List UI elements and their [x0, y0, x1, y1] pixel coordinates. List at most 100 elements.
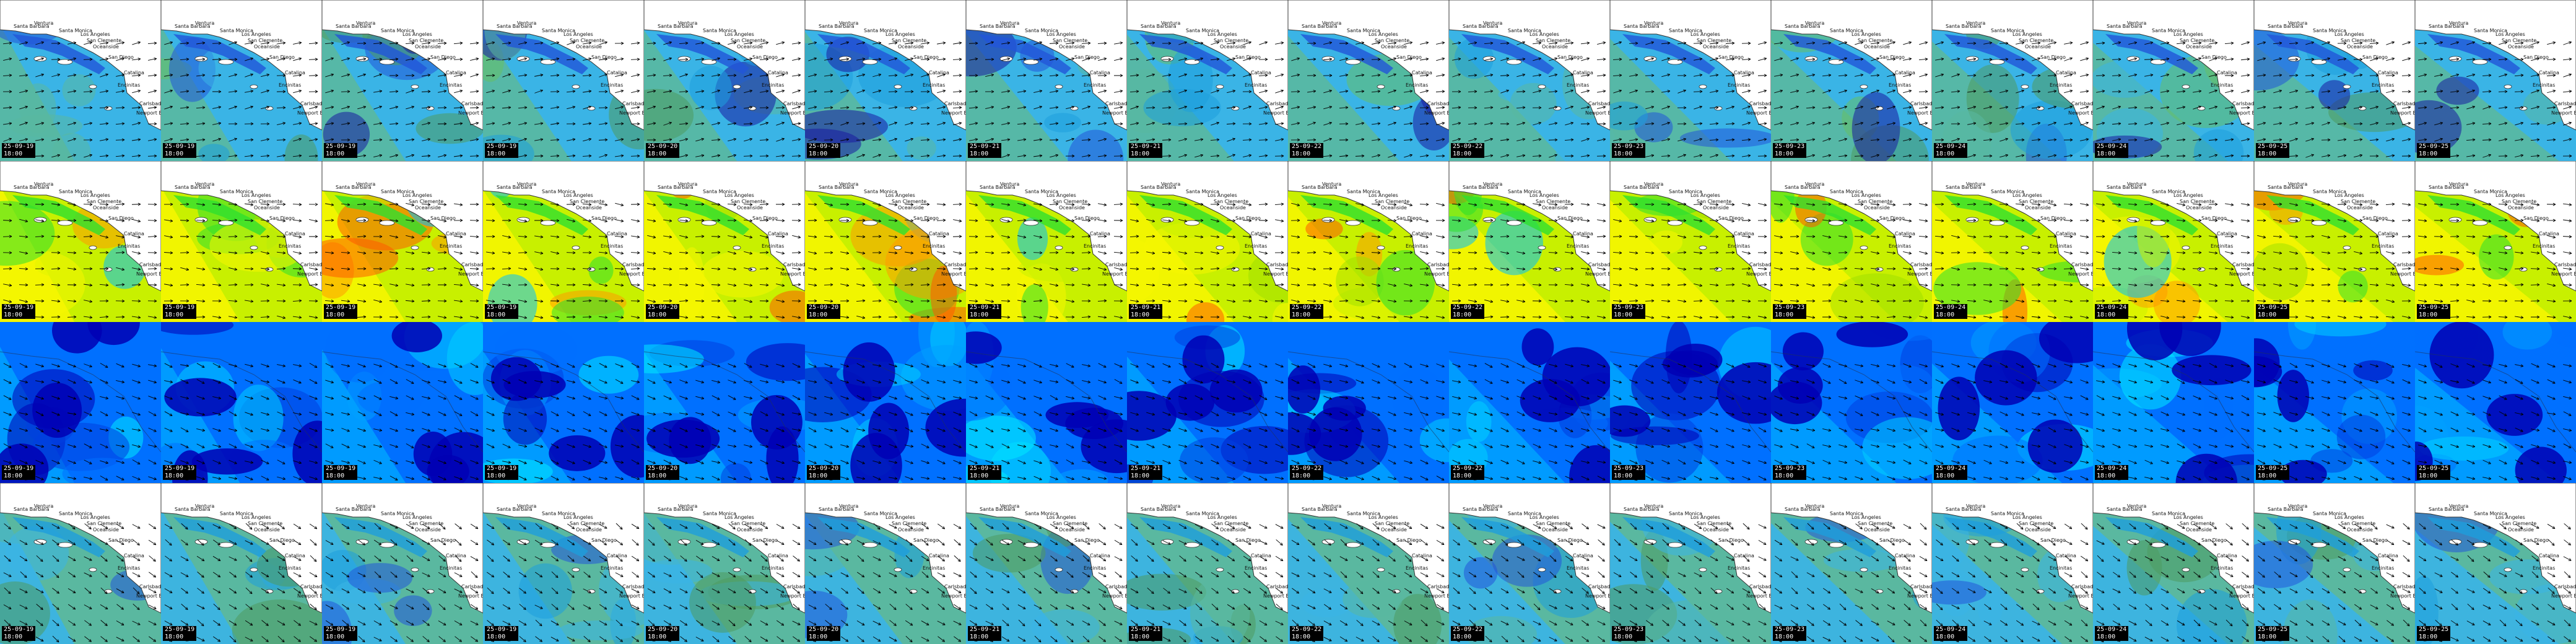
map-tile-wind[interactable]: Santa Barbara Ventura Santa Monica Los Ange…	[161, 0, 322, 161]
direction-arrow	[1774, 427, 1783, 432]
place-label: Encinitas	[440, 565, 462, 571]
direction-arrow	[1516, 219, 1526, 222]
direction-arrow	[1935, 379, 1944, 384]
direction-arrow	[1516, 154, 1526, 157]
direction-arrow	[1596, 58, 1606, 61]
direction-arrow	[2370, 428, 2378, 432]
direction-arrow	[261, 380, 270, 384]
map-tile-swell[interactable]: Santa Barbara Ventura Santa Monica Los Ange…	[161, 483, 322, 644]
map-tile-height[interactable]: 25-09-24 18:00	[2093, 322, 2254, 483]
map-tile-wind[interactable]: Santa Barbara Ventura Santa Monica Los Ange…	[483, 0, 644, 161]
map-tile-wind[interactable]: Santa Barbara Ventura Santa Monica Los Ange…	[1610, 0, 1771, 161]
map-tile-wind[interactable]: Santa Barbara Ventura Santa Monica Los Ange…	[2254, 0, 2415, 161]
map-tile-swell[interactable]: Santa Barbara Ventura Santa Monica Los Ange…	[805, 483, 966, 644]
map-tile-wind[interactable]: Santa Barbara Ventura Santa Monica Los Ange…	[644, 0, 805, 161]
map-tile-wind[interactable]: Santa Barbara Ventura Santa Monica Los Ange…	[0, 0, 161, 161]
map-tile-period[interactable]: Santa Barbara Ventura Santa Monica Los Ange…	[644, 161, 805, 322]
map-tile-height[interactable]: 25-09-25 18:00	[2254, 322, 2415, 483]
direction-arrow	[1097, 299, 1107, 303]
place-label: Oceanside	[2347, 44, 2373, 50]
map-tile-swell[interactable]: Santa Barbara Ventura Santa Monica Los Ange…	[483, 483, 644, 644]
map-tile-period[interactable]: Santa Barbara Ventura Santa Monica Los Ange…	[805, 161, 966, 322]
direction-arrow	[1275, 138, 1284, 141]
direction-arrow	[744, 380, 753, 384]
direction-arrow	[1903, 476, 1912, 481]
map-tile-period[interactable]: Santa Barbara Ventura Santa Monica Los Ange…	[161, 161, 322, 322]
map-tile-height[interactable]: 25-09-23 18:00	[1610, 322, 1771, 483]
place-label: Santa Monica	[2152, 189, 2185, 194]
direction-arrow	[599, 636, 607, 642]
map-tile-period[interactable]: Santa Barbara Ventura Santa Monica Los Ange…	[2093, 161, 2254, 322]
direction-arrow	[115, 315, 125, 319]
direction-arrow	[1500, 89, 1509, 94]
map-tile-wind[interactable]: Santa Barbara Ventura Santa Monica Los Ange…	[2415, 0, 2576, 161]
map-tile-period[interactable]: Santa Barbara Ventura Santa Monica Los Ange…	[1610, 161, 1771, 322]
map-tile-height[interactable]: 25-09-20 18:00	[805, 322, 966, 483]
map-tile-height[interactable]: 25-09-19 18:00	[161, 322, 322, 483]
direction-arrow	[615, 73, 624, 77]
place-label: Newport Bch	[2390, 110, 2415, 116]
map-tile-height[interactable]: 25-09-22 18:00	[1288, 322, 1449, 483]
map-tile-height[interactable]: 25-09-24 18:00	[1932, 322, 2093, 483]
map-tile-wind[interactable]: Santa Barbara Ventura Santa Monica Los Ange…	[2093, 0, 2254, 161]
map-tile-wind[interactable]: Santa Barbara Ventura Santa Monica Los Ange…	[1449, 0, 1610, 161]
map-tile-wind[interactable]: Santa Barbara Ventura Santa Monica Los Ange…	[1932, 0, 2093, 161]
map-tile-height[interactable]: 25-09-19 18:00	[483, 322, 644, 483]
direction-arrow	[2177, 476, 2185, 481]
map-tile-height[interactable]: 25-09-21 18:00	[966, 322, 1127, 483]
map-tile-period[interactable]: Santa Barbara Ventura Santa Monica Los Ange…	[1127, 161, 1288, 322]
direction-arrow	[2096, 251, 2105, 255]
direction-arrow	[1290, 41, 1300, 45]
direction-arrow	[1532, 299, 1542, 303]
map-tile-height[interactable]: 25-09-19 18:00	[322, 322, 483, 483]
direction-arrow	[2160, 315, 2170, 320]
map-tile-period[interactable]: Santa Barbara Ventura Santa Monica Los Ange…	[966, 161, 1127, 322]
direction-arrow	[406, 555, 414, 562]
map-tile-swell[interactable]: Santa Barbara Ventura Santa Monica Los Ange…	[322, 483, 483, 644]
direction-arrow	[2386, 427, 2395, 432]
direction-arrow	[743, 154, 753, 158]
direction-arrow	[406, 572, 414, 577]
map-tile-height[interactable]: 25-09-20 18:00	[644, 322, 805, 483]
place-label: Santa Monica	[1025, 189, 1058, 194]
map-tile-height[interactable]: 25-09-25 18:00	[2415, 322, 2576, 483]
map-tile-period[interactable]: Santa Barbara Ventura Santa Monica Los Ange…	[1449, 161, 1610, 322]
map-tile-height[interactable]: 25-09-21 18:00	[1127, 322, 1288, 483]
map-tile-swell[interactable]: Santa Barbara Ventura Santa Monica Los Ange…	[644, 483, 805, 644]
direction-arrow	[1339, 74, 1349, 77]
direction-arrow	[2193, 380, 2202, 384]
direction-arrow	[1468, 412, 1477, 416]
map-tile-period[interactable]: Santa Barbara Ventura Santa Monica Los Ange…	[1771, 161, 1932, 322]
map-tile-wind[interactable]: Santa Barbara Ventura Santa Monica Los Ange…	[1288, 0, 1449, 161]
direction-arrow	[1516, 363, 1525, 368]
direction-arrow	[1999, 235, 2009, 238]
direction-arrow	[406, 284, 415, 287]
map-tile-period[interactable]: Santa Barbara Ventura Santa Monica Los Ange…	[2415, 161, 2576, 322]
direction-arrow	[1162, 138, 1172, 142]
map-tile-height[interactable]: 25-09-19 18:00	[0, 322, 161, 483]
map-tile-period[interactable]: Santa Barbara Ventura Santa Monica Los Ange…	[322, 161, 483, 322]
direction-arrow	[180, 138, 189, 142]
place-label: Santa Monica	[1669, 189, 1702, 194]
direction-arrow	[35, 219, 45, 222]
map-tile-period[interactable]: Santa Barbara Ventura Santa Monica Los Ange…	[1288, 161, 1449, 322]
direction-arrow	[582, 154, 592, 158]
map-tile-swell[interactable]: Santa Barbara Ventura Santa Monica Los Ange…	[0, 483, 161, 644]
direction-arrow	[2193, 412, 2201, 416]
map-tile-wind[interactable]: Santa Barbara Ventura Santa Monica Los Ange…	[966, 0, 1127, 161]
map-tile-period[interactable]: Santa Barbara Ventura Santa Monica Los Ange…	[483, 161, 644, 322]
forecast-time: 18:00	[487, 150, 506, 157]
direction-arrow	[52, 571, 59, 578]
map-tile-wind[interactable]: Santa Barbara Ventura Santa Monica Los Ange…	[805, 0, 966, 161]
map-tile-height[interactable]: 25-09-23 18:00	[1771, 322, 1932, 483]
map-tile-period[interactable]: Santa Barbara Ventura Santa Monica Los Ange…	[0, 161, 161, 322]
map-tile-period[interactable]: Santa Barbara Ventura Santa Monica Los Ange…	[1932, 161, 2093, 322]
direction-arrow	[1468, 106, 1477, 110]
map-tile-height[interactable]: 25-09-22 18:00	[1449, 322, 1610, 483]
map-tile-period[interactable]: Santa Barbara Ventura Santa Monica Los Ange…	[2254, 161, 2415, 322]
direction-arrow	[856, 299, 866, 303]
direction-arrow	[1162, 154, 1172, 158]
map-tile-wind[interactable]: Santa Barbara Ventura Santa Monica Los Ange…	[1771, 0, 1932, 161]
map-tile-wind[interactable]: Santa Barbara Ventura Santa Monica Los Ange…	[322, 0, 483, 161]
map-tile-wind[interactable]: Santa Barbara Ventura Santa Monica Los Ange…	[1127, 0, 1288, 161]
